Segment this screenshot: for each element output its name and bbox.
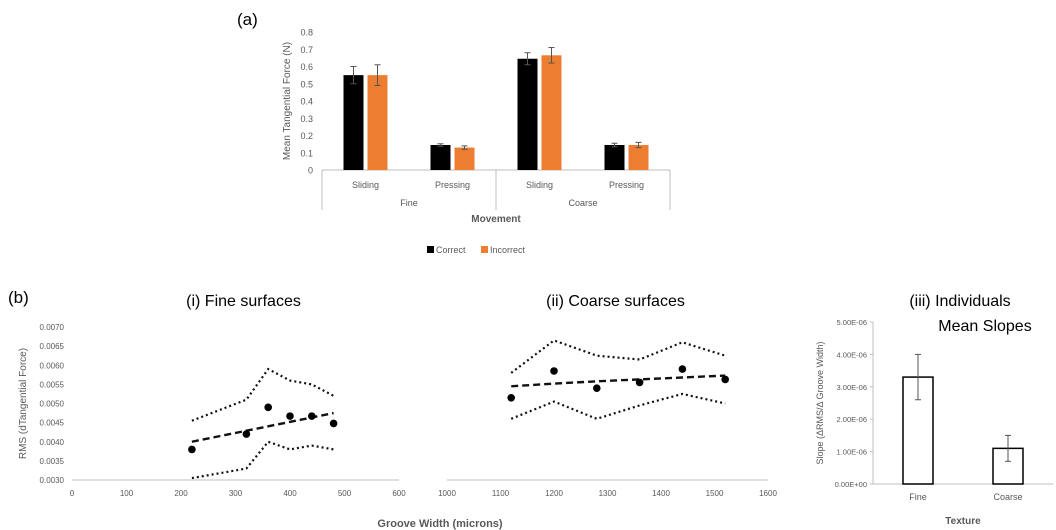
y-tick-label: 0.0065 — [40, 342, 65, 351]
group-label: Coarse — [568, 198, 597, 208]
bar-incorrect — [367, 75, 388, 170]
group-label: Fine — [400, 198, 418, 208]
category-label: Sliding — [526, 180, 553, 190]
y-tick-label: 0.3 — [300, 114, 313, 124]
data-point — [188, 445, 196, 454]
x-tick-label: 1600 — [759, 489, 777, 498]
y-tick-label: 0.4 — [300, 97, 313, 107]
x-tick-label: 400 — [283, 489, 297, 498]
bar-incorrect — [454, 147, 475, 170]
x-axis-label: Movement — [471, 214, 521, 225]
upper-confidence-line — [191, 367, 335, 422]
y-axis-label: Mean Tangential Force (N) — [282, 42, 293, 160]
x-tick-label: 300 — [229, 489, 243, 498]
x-tick-label: 1400 — [652, 489, 670, 498]
y-tick-label: 0.5 — [300, 79, 313, 89]
y-tick-label: 0.2 — [300, 131, 313, 141]
y-tick-label: 0.1 — [300, 148, 313, 158]
x-tick-label: 1100 — [492, 489, 510, 498]
y-axis-label: RMS (dTangential Force) — [18, 348, 29, 459]
x-tick-label: 0 — [70, 489, 75, 498]
data-point — [635, 378, 644, 387]
y-tick-label: 0.0040 — [40, 438, 65, 447]
y-tick-label: 1.00E-06 — [837, 448, 867, 457]
y-tick-label: 0 — [308, 166, 313, 176]
panel-a-label: (a) — [237, 10, 258, 29]
y-tick-label: 0.0030 — [40, 476, 65, 485]
y-tick-label: 5.00E-06 — [837, 318, 867, 327]
data-point — [678, 365, 687, 373]
category-label: Fine — [909, 492, 927, 502]
x-tick-label: 1300 — [599, 489, 617, 498]
y-tick-label: 3.00E-06 — [837, 383, 867, 392]
y-axis-label: Slope (ΔRMS/Δ Groove Width) — [815, 341, 825, 464]
y-tick-label: 0.00E+00 — [835, 480, 867, 489]
bar-incorrect — [628, 144, 649, 170]
legend-swatch-correct — [427, 246, 434, 253]
x-tick-label: 100 — [120, 489, 134, 498]
y-tick-label: 0.8 — [300, 28, 313, 38]
data-point — [286, 412, 294, 420]
x-axis-label: Texture — [945, 516, 981, 527]
y-tick-label: 0.0050 — [40, 400, 65, 409]
bar-correct — [343, 75, 364, 170]
y-tick-label: 0.0045 — [40, 419, 65, 428]
trend-line — [511, 374, 726, 388]
bar-correct — [604, 144, 625, 170]
lower-confidence-line — [510, 392, 726, 420]
chart-b-ii-coarse-surfaces: (ii) Coarse surfaces 1000 1100 1200 1300 1400… — [438, 293, 777, 498]
category-label: Coarse — [993, 492, 1022, 502]
x-tick-label: 600 — [392, 489, 406, 498]
data-point — [264, 403, 273, 412]
x-tick-label: 1500 — [706, 489, 724, 498]
bar-correct — [517, 58, 538, 170]
x-tick-label: 200 — [174, 489, 188, 498]
x-tick-label: 1200 — [545, 489, 563, 498]
legend-swatch-incorrect — [481, 246, 488, 253]
chart-title: (ii) Coarse surfaces — [546, 293, 685, 310]
trend-line — [191, 411, 334, 443]
y-tick-label: 2.00E-06 — [837, 415, 867, 424]
data-point — [308, 412, 316, 420]
data-point — [550, 367, 558, 375]
lower-confidence-line — [191, 440, 334, 480]
legend-label-incorrect: Incorrect — [490, 245, 526, 255]
y-tick-label: 0.7 — [300, 45, 313, 55]
data-point — [329, 419, 338, 428]
chart-a-mean-tangential-force: 0 0.1 0.2 0.3 0.4 0.5 0.6 0.7 0.8 Mean Tangential… — [282, 28, 671, 255]
panel-b-label: (b) — [8, 288, 29, 307]
legend-label-correct: Correct — [436, 245, 466, 255]
chart-title: (i) Fine surfaces — [186, 293, 301, 310]
y-tick-label: 0.0060 — [40, 361, 65, 370]
category-label: Pressing — [435, 180, 470, 190]
y-tick-label: 0.6 — [300, 62, 313, 72]
data-point — [593, 384, 601, 393]
category-label: Sliding — [352, 180, 379, 190]
chart-title-line-2: Mean Slopes — [938, 318, 1031, 335]
y-tick-label: 0.0035 — [40, 457, 65, 466]
y-tick-label: 0.0070 — [40, 323, 65, 332]
y-tick-label: 0.0055 — [40, 380, 65, 389]
data-point — [721, 375, 729, 384]
bar-incorrect — [541, 55, 562, 170]
x-tick-label: 1000 — [438, 489, 456, 498]
upper-confidence-line — [510, 339, 726, 374]
y-tick-label: 4.00E-06 — [837, 350, 867, 359]
shared-x-axis-label: Groove Width (microns) — [377, 518, 503, 530]
bar-correct — [430, 144, 451, 170]
data-point — [242, 430, 251, 438]
data-point — [507, 393, 515, 402]
x-tick-label: 500 — [338, 489, 352, 498]
chart-b-i-fine-surfaces: (i) Fine surfaces 0 100 200 300 400 500 600 0.00… — [18, 293, 406, 498]
chart-b-iii-mean-slopes: (iii) Individuals Mean Slopes 0.00E+00 1.00… — [815, 293, 1053, 527]
category-label: Pressing — [609, 180, 644, 190]
chart-title-line-1: (iii) Individuals — [909, 293, 1010, 310]
